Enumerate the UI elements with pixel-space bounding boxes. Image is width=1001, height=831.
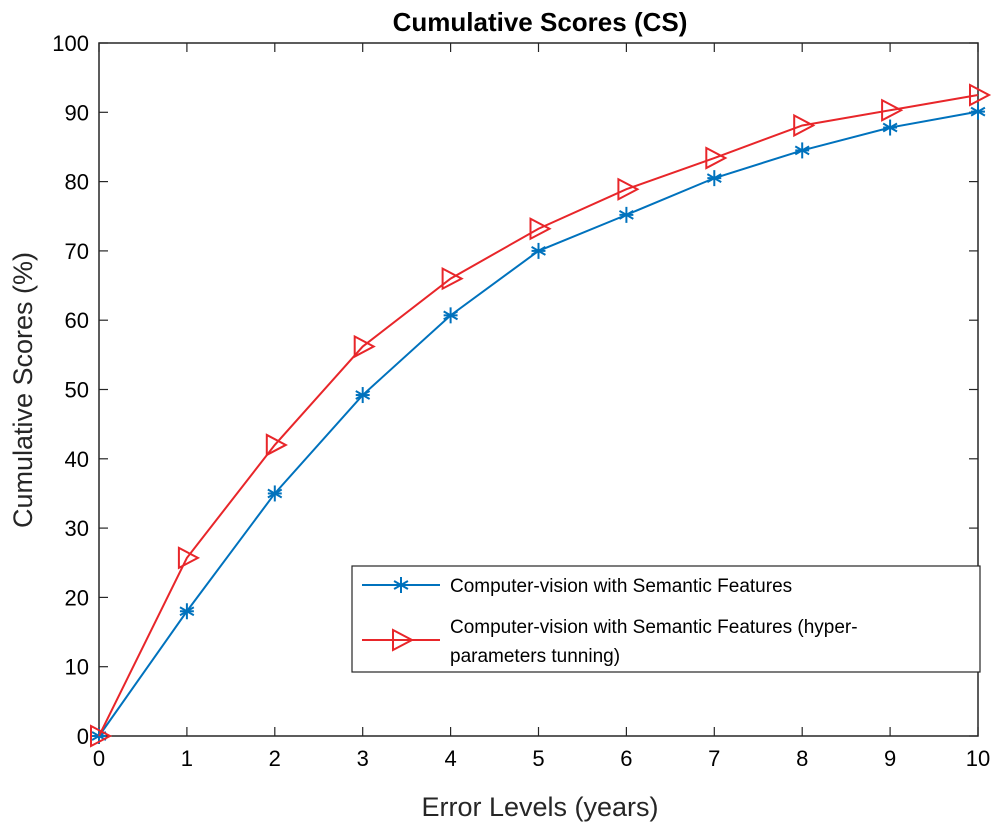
triangle-marker <box>793 113 816 138</box>
triangle-marker <box>353 334 376 359</box>
y-tick-label: 40 <box>65 447 89 472</box>
y-tick-label: 100 <box>52 31 89 56</box>
chart-title: Cumulative Scores (CS) <box>393 7 688 37</box>
y-tick-label: 70 <box>65 239 89 264</box>
x-tick-label: 7 <box>708 746 720 771</box>
asterisk-marker <box>393 577 409 593</box>
asterisk-marker <box>882 119 898 136</box>
x-axis-label: Error Levels (years) <box>421 792 658 822</box>
triangle-marker <box>441 266 464 291</box>
legend-entry-1: Computer-vision with Semantic Features <box>362 576 792 597</box>
legend-box <box>351 565 981 673</box>
triangle-marker <box>392 628 415 652</box>
y-tick-label: 50 <box>65 378 89 403</box>
triangle-marker <box>529 217 552 241</box>
triangle-marker <box>617 177 640 201</box>
asterisk-marker <box>355 387 371 404</box>
y-tick-label: 80 <box>65 170 89 195</box>
x-tick-label: 5 <box>532 746 544 771</box>
legend-label: parameters tunning) <box>450 646 620 667</box>
asterisk-marker <box>531 242 546 259</box>
asterisk-marker <box>706 170 722 187</box>
y-tick-label: 0 <box>77 724 89 749</box>
asterisk-marker <box>794 142 810 159</box>
y-tick-label: 10 <box>65 655 89 680</box>
asterisk-marker <box>970 103 986 120</box>
x-tick-label: 9 <box>884 746 896 771</box>
x-tick-label: 8 <box>796 746 808 771</box>
asterisk-marker <box>267 485 283 502</box>
series-2 <box>90 83 992 748</box>
x-tick-label: 6 <box>620 746 632 771</box>
x-tick-label: 0 <box>93 746 105 771</box>
y-tick-label: 90 <box>65 100 89 125</box>
y-tick-label: 60 <box>65 308 89 333</box>
triangle-marker <box>177 546 201 570</box>
legend: Computer-vision with Semantic Features Co… <box>351 565 981 673</box>
series-line <box>98 93 979 737</box>
triangle-marker <box>969 83 992 107</box>
triangle-marker <box>881 98 904 122</box>
x-tick-label: 1 <box>181 746 193 771</box>
legend-entry-2: Computer-vision with Semantic Features (… <box>362 617 858 667</box>
asterisk-marker <box>618 206 634 223</box>
triangle-marker <box>90 724 113 748</box>
x-tick-label: 3 <box>357 746 369 771</box>
triangle-marker <box>265 433 288 457</box>
triangle-marker <box>705 146 728 170</box>
y-tick-label: 20 <box>65 585 89 610</box>
legend-label: Computer-vision with Semantic Features <box>450 576 792 597</box>
x-tick-label: 2 <box>269 746 281 771</box>
asterisk-marker <box>443 307 459 324</box>
x-tick-label: 10 <box>966 746 990 771</box>
series-layer <box>90 83 992 748</box>
y-tick-label: 30 <box>65 516 89 541</box>
legend-label: Computer-vision with Semantic Features (… <box>450 617 858 638</box>
y-axis-label: Cumulative Scores (%) <box>8 252 38 528</box>
asterisk-marker <box>179 603 195 620</box>
x-tick-label: 4 <box>444 746 456 771</box>
